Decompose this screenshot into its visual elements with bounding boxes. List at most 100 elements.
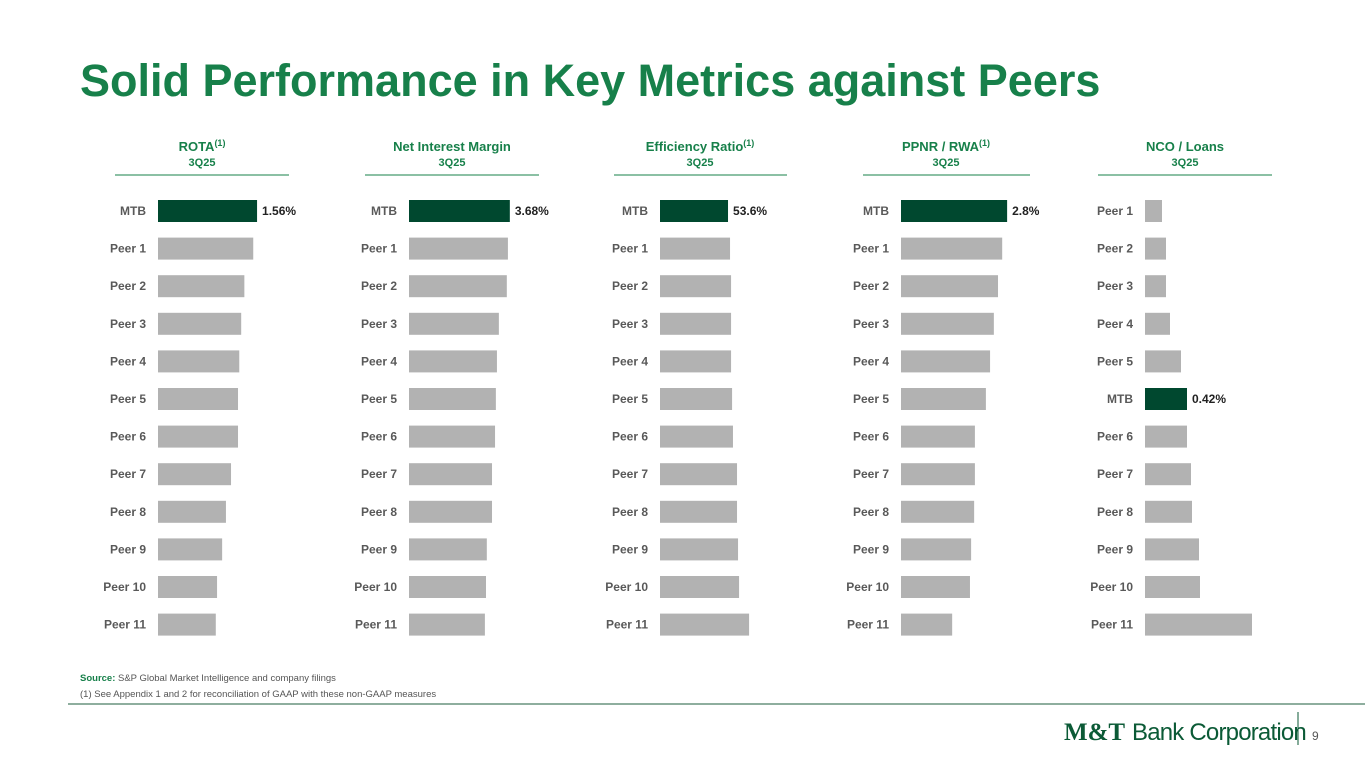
category-label: Peer 8	[110, 505, 146, 519]
bar	[409, 538, 487, 561]
category-label: Peer 10	[103, 580, 146, 594]
category-label: Peer 9	[612, 542, 648, 556]
bar	[1145, 463, 1191, 486]
category-label: Peer 7	[1097, 467, 1133, 481]
bar	[1145, 200, 1162, 222]
bar	[158, 275, 245, 298]
bar	[660, 463, 738, 486]
category-label: Peer 6	[1097, 430, 1133, 444]
bar	[660, 350, 732, 373]
bar	[158, 237, 254, 260]
category-label: Peer 11	[355, 618, 397, 632]
chart-title-sup: (1)	[214, 138, 225, 148]
value-label: 0.42%	[1192, 392, 1226, 406]
chart-subtitle: 3Q25	[933, 157, 960, 169]
bar	[660, 388, 733, 410]
category-label: Peer 6	[110, 430, 146, 444]
category-label: Peer 7	[361, 467, 397, 481]
bar	[409, 613, 485, 636]
category-label: Peer 8	[612, 505, 648, 519]
bar	[1145, 538, 1199, 561]
bar	[901, 312, 994, 335]
category-label: Peer 7	[612, 467, 648, 481]
category-label: Peer 3	[612, 317, 648, 331]
category-label: Peer 5	[1097, 354, 1133, 368]
category-label: Peer 6	[612, 430, 648, 444]
category-label: Peer 10	[846, 580, 889, 594]
value-label: 3.68%	[515, 204, 549, 218]
category-label: Peer 9	[853, 542, 889, 556]
chart-title-sup: (1)	[743, 138, 754, 148]
bar	[901, 425, 975, 448]
bar	[1145, 388, 1187, 410]
bar	[409, 425, 496, 448]
category-label: Peer 1	[612, 242, 648, 256]
category-label: Peer 11	[606, 618, 648, 632]
category-label: Peer 2	[1097, 242, 1133, 256]
category-label: Peer 9	[110, 542, 146, 556]
bar	[660, 500, 738, 523]
category-label: Peer 4	[110, 354, 146, 368]
bar	[158, 613, 216, 636]
category-label: Peer 7	[110, 467, 146, 481]
category-label: Peer 8	[1097, 505, 1133, 519]
bar	[409, 200, 510, 222]
bar	[409, 500, 493, 523]
source-text: S&P Global Market Intelligence and compa…	[115, 673, 336, 684]
bar	[409, 463, 493, 486]
category-label: MTB	[120, 204, 146, 218]
bar	[1145, 275, 1166, 298]
category-label: Peer 2	[110, 279, 146, 293]
bar	[660, 237, 731, 260]
bar	[158, 500, 226, 523]
bar	[1145, 613, 1252, 636]
bar	[409, 576, 486, 598]
category-label: MTB	[1107, 392, 1133, 406]
logo-mark: M&T	[1064, 719, 1125, 746]
category-label: Peer 1	[361, 242, 397, 256]
bar	[158, 576, 218, 598]
bar	[158, 538, 223, 561]
bar	[660, 200, 729, 222]
bar	[1145, 500, 1192, 523]
logo-text: Bank Corporation	[1132, 719, 1306, 746]
bar	[409, 312, 499, 335]
bar	[660, 576, 740, 598]
category-label: Peer 11	[1091, 618, 1133, 632]
category-label: Peer 9	[1097, 542, 1133, 556]
bar	[660, 538, 739, 561]
bar	[1145, 350, 1181, 373]
source-label: Source:	[80, 673, 115, 684]
category-label: Peer 11	[104, 618, 146, 632]
value-label: 1.56%	[262, 204, 296, 218]
chart-title-text: Efficiency Ratio	[646, 139, 744, 154]
category-label: Peer 10	[605, 580, 648, 594]
category-label: Peer 4	[612, 354, 648, 368]
bar	[901, 275, 999, 298]
bar	[409, 350, 497, 373]
category-label: Peer 7	[853, 467, 889, 481]
category-label: Peer 4	[361, 354, 397, 368]
category-label: Peer 3	[853, 317, 889, 331]
category-label: Peer 1	[853, 242, 889, 256]
bar	[158, 312, 242, 335]
bar	[660, 425, 733, 448]
bar	[901, 388, 986, 410]
category-label: Peer 4	[853, 354, 889, 368]
bar	[409, 275, 507, 298]
category-label: Peer 1	[1097, 204, 1133, 218]
bar	[1145, 576, 1200, 598]
chart-title: ROTA(1)	[179, 138, 226, 154]
bar	[660, 275, 732, 298]
chart-title: NCO / Loans	[1146, 139, 1224, 154]
category-label: Peer 8	[853, 505, 889, 519]
bar	[409, 237, 508, 260]
category-label: Peer 3	[361, 317, 397, 331]
bar	[158, 425, 239, 448]
category-label: Peer 5	[361, 392, 397, 406]
bar	[660, 312, 732, 335]
page-number: 9	[1312, 729, 1319, 743]
chart-title: PPNR / RWA(1)	[902, 138, 990, 154]
bar	[901, 576, 970, 598]
